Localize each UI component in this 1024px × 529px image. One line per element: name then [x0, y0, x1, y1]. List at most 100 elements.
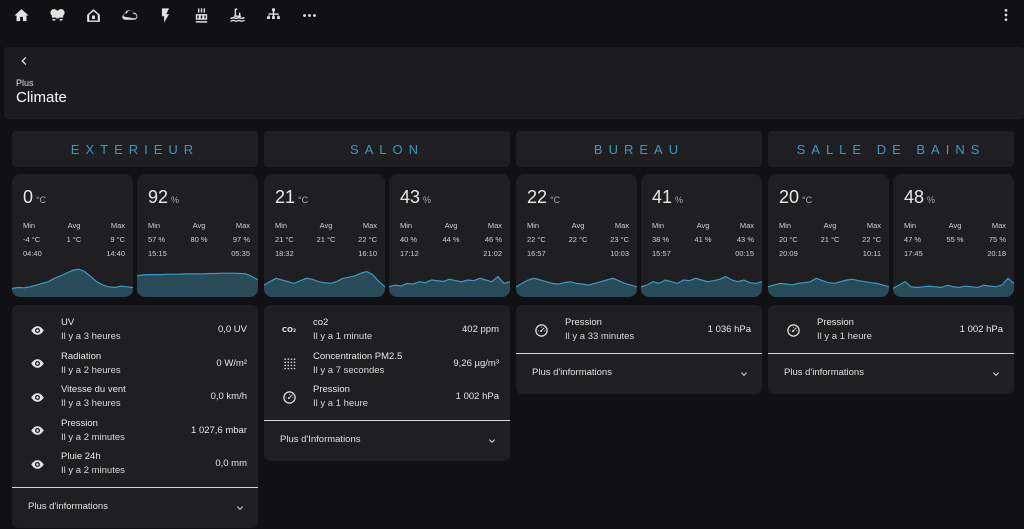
- stat-value: 22 °C: [862, 235, 881, 244]
- stat-value: 55 %: [946, 235, 964, 244]
- min-avg-max: Min Avg Max 40 % 44 % 46 % 17:12 21:02: [400, 221, 502, 258]
- stat-time: 17:45: [904, 249, 923, 258]
- stat-value: 38 %: [652, 235, 670, 244]
- entity-row[interactable]: Pluie 24h Il y a 2 minutes 0,0 mm: [12, 447, 258, 481]
- sensor-tile[interactable]: 21 °C Min Avg Max 21 °C 21 °C 22 °C 18:32 16:10: [264, 174, 385, 297]
- value-unit: %: [423, 195, 432, 205]
- stat-label: Min: [779, 221, 792, 230]
- back-arrow-icon[interactable]: [16, 53, 36, 73]
- trend-sparkline: [516, 277, 637, 297]
- stat-label: Max: [235, 221, 250, 230]
- trend-sparkline: [137, 272, 258, 297]
- sensor-tile[interactable]: 20 °C Min Avg Max 20 °C 21 °C 22 °C 20:09 10:11: [768, 174, 889, 297]
- stat-label: Avg: [444, 221, 458, 230]
- trend-sparkline: [893, 277, 1014, 297]
- more-info-toggle[interactable]: Plus d'Informations: [264, 421, 510, 461]
- stat-label: Max: [614, 221, 629, 230]
- sensor-tile[interactable]: 0 °C Min Avg Max -4 °C 1 °C 9 °C 04:40 14:40: [12, 174, 133, 297]
- gauge-icon: [280, 389, 298, 405]
- flash-icon[interactable]: [147, 0, 183, 30]
- more-info-toggle[interactable]: Plus d'informations: [516, 354, 762, 394]
- tile-value: 20 °C: [779, 187, 812, 208]
- stat-label: Avg: [571, 221, 585, 230]
- radiator-icon[interactable]: [183, 0, 219, 30]
- tile-value: 0 °C: [23, 187, 46, 208]
- dots-vertical-icon[interactable]: [996, 5, 1016, 25]
- network-icon[interactable]: [255, 0, 291, 30]
- sensor-tiles: 22 °C Min Avg Max 22 °C 22 °C 23 °C 16:57 10:03 41…: [516, 174, 762, 297]
- stat-label: Max: [991, 221, 1006, 230]
- entity-name: co2: [313, 317, 329, 328]
- entity-row[interactable]: Pression Il y a 1 heure 1 002 hPa: [768, 313, 1014, 347]
- stat-label: Avg: [696, 221, 710, 230]
- sensor-tile[interactable]: 43% Min Avg Max 40 % 44 % 46 % 17:12 21:02: [389, 174, 510, 297]
- stat-time: 18:32: [275, 249, 294, 258]
- value-number: 92: [148, 187, 169, 207]
- divider: [264, 419, 510, 421]
- stat-time: 21:02: [483, 249, 502, 258]
- column-2: BUREAU 22 °C Min Avg Max 22 °C 22 °C 23 °C 16:57 1…: [516, 131, 762, 394]
- lightbulb-group-icon[interactable]: [39, 0, 75, 30]
- value-number: 48: [904, 187, 925, 207]
- more-info-toggle[interactable]: Plus d'informations: [768, 354, 1014, 394]
- stat-time: 10:03: [610, 249, 629, 258]
- value-number: 43: [400, 187, 421, 207]
- entity-name: UV: [61, 317, 75, 328]
- stat-label: Avg: [823, 221, 837, 230]
- value-unit: %: [927, 195, 936, 205]
- stat-time: [434, 249, 468, 258]
- entity-last-changed: Il y a 1 heure: [817, 331, 872, 342]
- entities-card: Pression Il y a 33 minutes 1 036 hPa Plus d…: [516, 305, 762, 394]
- stat-label: Min: [275, 221, 288, 230]
- entity-row[interactable]: Concentration PM2.5 Il y a 7 secondes 9,26…: [264, 347, 510, 381]
- entity-state: 1 002 hPa: [455, 391, 499, 402]
- breadcrumb[interactable]: Plus: [16, 78, 34, 88]
- column-3: SALLE DE BAINS 20 °C Min Avg Max 20 °C 21 °C 22 …: [768, 131, 1014, 394]
- stat-time: [686, 249, 720, 258]
- sensor-tile[interactable]: 48% Min Avg Max 47 % 55 % 75 % 17:45 20:18: [893, 174, 1014, 297]
- trend-sparkline: [389, 275, 510, 297]
- pool-icon[interactable]: [219, 0, 255, 30]
- entities-card: UV Il y a 3 heures 0,0 UV Radiation Il y a 2…: [12, 305, 258, 528]
- column-0: EXTERIEUR 0 °C Min Avg Max -4 °C 1 °C 9 °C 04:40 1…: [12, 131, 258, 528]
- entity-row[interactable]: Pression Il y a 1 heure 1 002 hPa: [264, 380, 510, 414]
- sensor-tile[interactable]: 92% Min Avg Max 57 % 80 % 97 % 15:15 05:35: [137, 174, 258, 297]
- value-number: 22: [527, 187, 548, 207]
- entities-card: Pression Il y a 1 heure 1 002 hPa Plus d'in…: [768, 305, 1014, 394]
- more-info-toggle[interactable]: Plus d'informations: [12, 488, 258, 528]
- stat-label: Min: [400, 221, 413, 230]
- entity-last-changed: Il y a 1 heure: [313, 398, 368, 409]
- chevron-down-icon: [738, 367, 750, 379]
- more-info-label: Plus d'informations: [532, 366, 612, 378]
- column-1: SALON 21 °C Min Avg Max 21 °C 21 °C 22 °C 18:32 16…: [264, 131, 510, 461]
- chevron-down-icon: [234, 501, 246, 513]
- column-title: SALON: [264, 131, 510, 167]
- sensor-tile[interactable]: 22 °C Min Avg Max 22 °C 22 °C 23 °C 16:57 10:03: [516, 174, 637, 297]
- sensor-tile[interactable]: 41% Min Avg Max 38 % 41 % 43 % 15:57 00:15: [641, 174, 762, 297]
- value-number: 0: [23, 187, 34, 207]
- entity-state: 1 036 hPa: [707, 324, 751, 335]
- stat-value: 20 °C: [779, 235, 798, 244]
- entity-state: 402 ppm: [462, 324, 499, 335]
- min-avg-max: Min Avg Max -4 °C 1 °C 9 °C 04:40 14:40: [23, 221, 125, 258]
- dots-grid-icon: [280, 356, 298, 372]
- entity-row[interactable]: CO₂ co2 Il y a 1 minute 402 ppm: [264, 313, 510, 347]
- entity-row[interactable]: UV Il y a 3 heures 0,0 UV: [12, 313, 258, 347]
- entity-state: 0 W/m²: [216, 357, 247, 369]
- entity-row[interactable]: Pression Il y a 2 minutes 1 027,6 mbar: [12, 414, 258, 448]
- cloud-icon[interactable]: [111, 0, 147, 30]
- stat-value: 21 °C: [316, 235, 336, 244]
- stat-value: 22 °C: [358, 235, 377, 244]
- stat-label: Avg: [948, 221, 962, 230]
- home-icon[interactable]: [3, 0, 39, 30]
- entity-row[interactable]: Pression Il y a 33 minutes 1 036 hPa: [516, 313, 762, 347]
- house-outline-icon[interactable]: [75, 0, 111, 30]
- stat-value: 46 %: [484, 235, 502, 244]
- entity-last-changed: Il y a 3 heures: [61, 398, 121, 409]
- top-toolbar: [0, 0, 1024, 30]
- value-unit: °C: [802, 195, 813, 205]
- more-horizontal-icon[interactable]: [291, 0, 327, 30]
- stat-label: Max: [362, 221, 377, 230]
- entity-row[interactable]: Vitesse du vent Il y a 3 heures 0,0 km/h: [12, 380, 258, 414]
- entity-row[interactable]: Radiation Il y a 2 heures 0 W/m²: [12, 347, 258, 381]
